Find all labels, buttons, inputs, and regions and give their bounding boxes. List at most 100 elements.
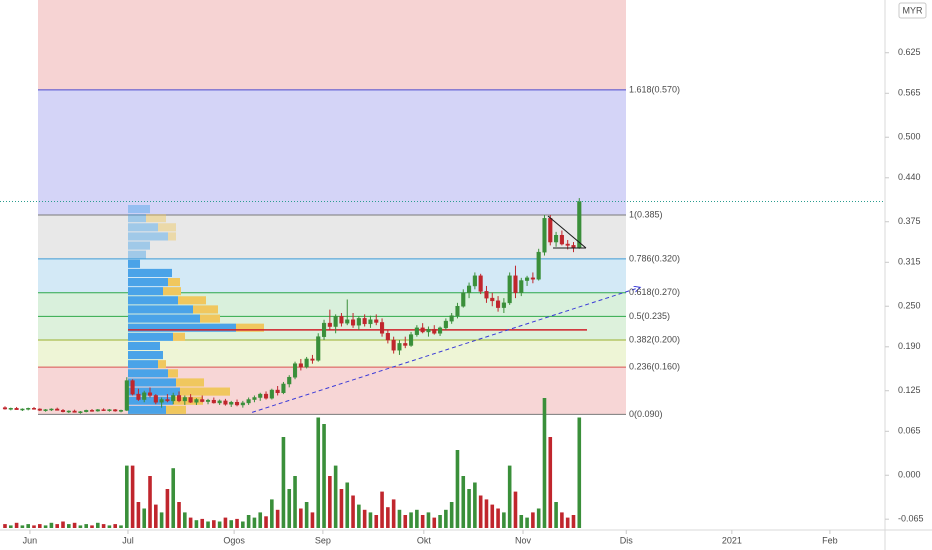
candle-body: [89, 410, 95, 412]
candle-body: [258, 393, 263, 398]
candle-body: [420, 327, 425, 333]
candle-body: [153, 395, 158, 403]
candle-body: [78, 411, 83, 413]
candle-body: [147, 392, 153, 396]
profile-up-bar: [128, 250, 146, 259]
fib-band: [38, 316, 626, 341]
volume-bar: [577, 417, 582, 528]
volume-bar: [125, 465, 129, 528]
candle-body: [176, 395, 182, 402]
candle-body: [72, 410, 77, 413]
volume-bar: [391, 499, 396, 528]
candle-body: [217, 400, 222, 404]
candle-body: [496, 300, 501, 308]
candle-body: [246, 399, 251, 404]
volume-bar: [212, 520, 216, 528]
volume-bar: [542, 398, 547, 528]
volume-bar: [513, 491, 518, 528]
trendline: [251, 287, 640, 413]
volume-bar: [304, 502, 309, 528]
volume-bar: [554, 502, 558, 528]
profile-down-bar: [166, 405, 186, 414]
candle-body: [478, 275, 483, 292]
volume-bar: [252, 517, 257, 528]
candle-body: [409, 334, 414, 346]
candle-body: [49, 408, 54, 411]
candle-body: [490, 297, 495, 302]
y-tick-label: 0.190: [898, 341, 921, 351]
volume-bar: [206, 521, 210, 528]
volume-bar: [455, 450, 460, 528]
volume-bar: [148, 476, 152, 528]
volume-bar: [345, 482, 350, 528]
candle-body: [84, 410, 89, 412]
drawings: [0, 200, 885, 413]
candle-body: [548, 218, 553, 243]
candle-body: [26, 408, 31, 410]
profile-up-bar: [128, 314, 200, 323]
candle-body: [2, 407, 8, 410]
currency-box[interactable]: [898, 2, 927, 19]
x-tick-label: Sep: [315, 535, 331, 545]
candle-body: [252, 397, 257, 400]
y-tick-label: 0.000: [898, 470, 921, 480]
candle-body: [263, 393, 269, 399]
volume-bar: [20, 525, 25, 528]
candle-body: [438, 327, 443, 334]
volume-bar: [409, 512, 413, 528]
volume-bar: [444, 509, 448, 528]
fib-level-label: 0.382(0.200): [629, 334, 680, 344]
profile-up-bar: [128, 378, 176, 387]
volume-bar: [142, 508, 147, 528]
volume-bar: [66, 524, 71, 528]
candle-body: [8, 408, 13, 410]
candle-body: [321, 322, 327, 337]
volume-bar: [235, 518, 239, 528]
volume-bar: [183, 512, 187, 528]
volume-bar: [32, 525, 36, 528]
candle-body: [536, 251, 541, 280]
candle-body: [455, 305, 460, 316]
currency-label[interactable]: MYR: [903, 5, 924, 15]
candle-body: [66, 410, 71, 413]
volume-bar: [299, 508, 303, 528]
candle-body: [292, 363, 298, 378]
volume-bar: [432, 517, 437, 528]
volume-bar: [258, 512, 263, 528]
profile-up-bar: [128, 241, 150, 250]
volume-bar: [386, 507, 390, 528]
volume-bar: [507, 465, 512, 528]
candle-body: [380, 322, 385, 334]
y-tick-label: 0.250: [898, 301, 921, 311]
candle-body: [118, 410, 124, 412]
volume-bar: [536, 508, 541, 528]
candle-body: [182, 397, 187, 402]
volume-bar: [194, 520, 199, 528]
profile-up-bar: [128, 287, 163, 296]
volume-bar: [281, 437, 286, 528]
volume-bar: [565, 517, 570, 528]
candle-body: [449, 315, 454, 322]
candle-body: [234, 401, 240, 406]
candle-body: [559, 235, 564, 245]
volume-bar: [357, 504, 361, 528]
volume-bar: [438, 515, 442, 528]
volume-bar: [420, 515, 425, 528]
volume-bar: [130, 465, 135, 528]
candle-body: [136, 393, 141, 400]
profile-up-bar: [128, 296, 178, 305]
candle-body: [385, 333, 390, 341]
fib-band: [38, 340, 626, 368]
y-tick-label: 0.440: [898, 172, 921, 182]
candle-body: [298, 363, 303, 368]
axes: 0.625 0.565 0.500 0.440 0.375 0.315 0.250 0.190…: [23, 47, 924, 545]
candle-body: [507, 275, 512, 304]
volume-bar: [90, 525, 94, 528]
volume-bar: [136, 502, 141, 528]
volume-bar: [328, 476, 332, 528]
profile-down-bar: [168, 278, 180, 287]
candle-body: [461, 292, 466, 307]
pennant-line: [547, 215, 587, 249]
x-tick-label: Jul: [122, 535, 134, 545]
volume-bar: [270, 499, 274, 528]
